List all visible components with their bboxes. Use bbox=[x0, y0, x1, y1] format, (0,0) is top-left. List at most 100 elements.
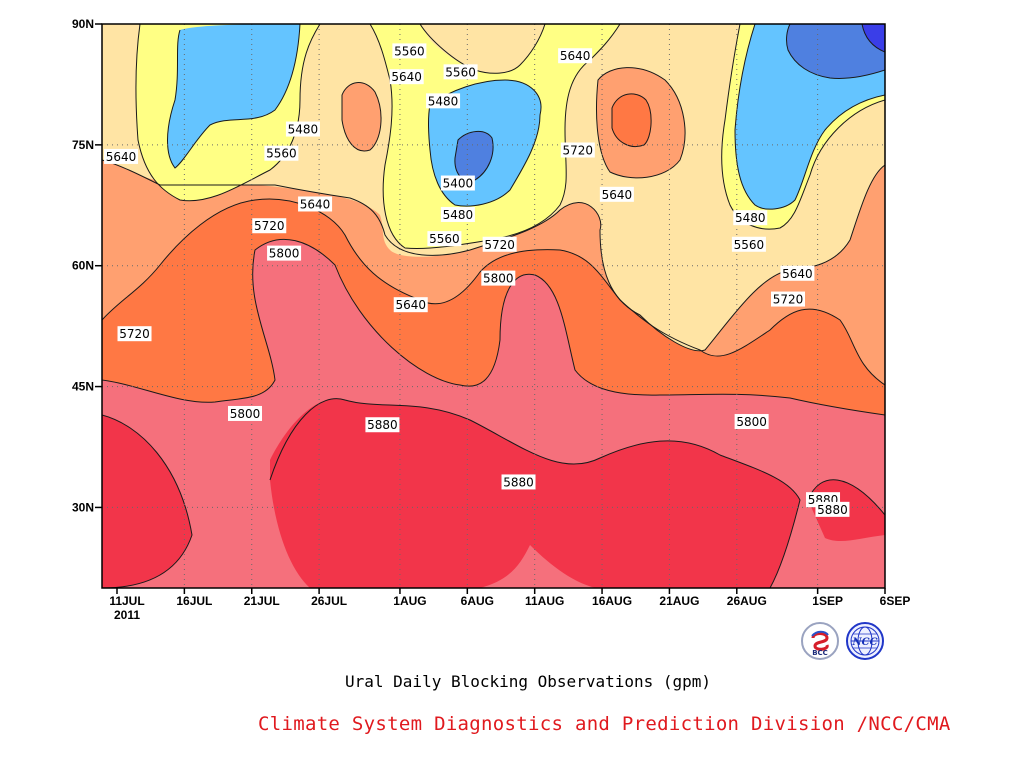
contour-label-text: 5640 bbox=[106, 150, 137, 164]
contour-label: 5640 bbox=[393, 297, 428, 313]
contour-label-text: 5800 bbox=[736, 415, 767, 429]
contour-label-bg bbox=[393, 297, 428, 313]
contour-label-bg bbox=[264, 145, 299, 161]
contour-label: 5480 bbox=[426, 93, 461, 109]
ncc-logo-text: NCC bbox=[851, 637, 877, 648]
contour-label-bg bbox=[440, 175, 475, 191]
contour-label-text: 5560 bbox=[394, 44, 425, 58]
x-tick-label: 21JUL bbox=[244, 594, 280, 608]
contour-label-text: 5560 bbox=[734, 238, 765, 252]
contour-label: 5720 bbox=[770, 291, 805, 307]
contour-label-text: 5640 bbox=[300, 197, 331, 211]
y-tick-label: 45N bbox=[72, 380, 94, 394]
contour-label-bg bbox=[426, 93, 461, 109]
bcc-logo: BCC bbox=[801, 622, 839, 660]
contour-label-text: 5720 bbox=[119, 327, 150, 341]
ncc-logo: NCC bbox=[846, 622, 884, 660]
contour-lines bbox=[102, 24, 885, 588]
x-tick-label: 6SEP bbox=[880, 594, 911, 608]
contour-label: 5560 bbox=[731, 236, 766, 252]
contour-label-text: 5480 bbox=[428, 94, 459, 108]
x-axis: 11JUL 16JUL 21JUL 26JUL 1AUG 6AUG 11AUG 16AUG 21… bbox=[109, 588, 910, 622]
contour-label: 5880 bbox=[501, 474, 536, 490]
contour-label-text: 5640 bbox=[602, 188, 633, 202]
contour-label-bg bbox=[482, 236, 517, 252]
x-tick-label: 16JUL bbox=[176, 594, 212, 608]
contour-label: 5800 bbox=[734, 414, 769, 430]
contour-label-bg bbox=[228, 405, 262, 421]
contour-label-bg bbox=[427, 231, 462, 247]
contour-label: 5640 bbox=[599, 186, 634, 202]
contour-label-bg bbox=[443, 64, 478, 80]
contour-label-text: 5720 bbox=[484, 238, 515, 252]
x-tick-label: 21AUG bbox=[659, 594, 699, 608]
y-axis: 90N 75N 60N 45N 30N bbox=[72, 17, 102, 514]
contour-label-text: 5800 bbox=[230, 407, 261, 421]
contour-label: 5480 bbox=[733, 210, 768, 226]
contour-label: 5480 bbox=[285, 121, 320, 137]
contour-labels: 5560 5640 5560 5480 5640 5480 5560 5640 5640 5720… bbox=[104, 43, 850, 517]
fill-5320-5400 bbox=[454, 24, 885, 182]
credit-line: Climate System Diagnostics and Predictio… bbox=[258, 713, 951, 735]
contour-label-bg bbox=[298, 196, 333, 212]
contour-label: 5480 bbox=[440, 206, 475, 222]
contour-label: 5720 bbox=[560, 142, 595, 158]
contour-label: 5560 bbox=[427, 231, 462, 247]
contour-label: 5640 bbox=[389, 69, 424, 85]
contour-label-text: 5560 bbox=[429, 232, 460, 246]
contour-label: 5720 bbox=[252, 218, 287, 234]
x-tick-label: 1SEP bbox=[812, 594, 843, 608]
contour-label: 5720 bbox=[117, 326, 152, 342]
contour-label-text: 5880 bbox=[367, 418, 398, 432]
y-tick-label: 30N bbox=[72, 500, 94, 514]
fill-5400-5480 bbox=[167, 24, 885, 210]
contour-label-bg bbox=[770, 291, 805, 307]
x-tick-label: 26JUL bbox=[311, 594, 347, 608]
contour-label: 5560 bbox=[443, 64, 478, 80]
contour-label-bg bbox=[481, 270, 516, 286]
contour-label-bg bbox=[104, 148, 139, 164]
contour-label-text: 5480 bbox=[443, 208, 474, 222]
fill-island-5640-5720 bbox=[342, 67, 685, 178]
contour-label: 5640 bbox=[298, 196, 333, 212]
grid bbox=[102, 24, 885, 588]
contour-label-bg bbox=[392, 43, 427, 59]
contour-label-text: 5400 bbox=[443, 177, 474, 191]
contour-label-text: 5480 bbox=[735, 211, 766, 225]
contour-label-text: 5640 bbox=[560, 49, 591, 63]
contour-label-text: 5560 bbox=[445, 65, 476, 79]
contour-label-text: 5640 bbox=[391, 70, 422, 84]
contour-label: 5560 bbox=[392, 43, 427, 59]
y-tick-label: 60N bbox=[72, 259, 94, 273]
contour-label-bg bbox=[389, 69, 424, 85]
contour-label-bg bbox=[117, 326, 152, 342]
x-tick-label: 26AUG bbox=[727, 594, 767, 608]
contour-label: 5720 bbox=[482, 236, 517, 252]
fill-below-5320 bbox=[862, 24, 885, 52]
chart-subtitle: Ural Daily Blocking Observations (gpm) bbox=[345, 672, 712, 691]
contour-label: 5560 bbox=[264, 145, 299, 161]
y-tick-label: 75N bbox=[72, 138, 94, 152]
contour-label: 5640 bbox=[104, 148, 139, 164]
contour-label-bg bbox=[731, 236, 766, 252]
contour-label-bg bbox=[440, 206, 475, 222]
contour-label-bg bbox=[815, 501, 850, 517]
contour-label: 5800 bbox=[267, 245, 302, 261]
fill-island-5560-5640 bbox=[420, 24, 545, 74]
contour-label-bg bbox=[365, 417, 400, 433]
contour-label-text: 5720 bbox=[254, 219, 285, 233]
contour-label-bg bbox=[252, 218, 287, 234]
x-tick-label: 1AUG bbox=[393, 594, 426, 608]
contour-label-bg bbox=[599, 186, 634, 202]
contour-label-bg bbox=[267, 245, 302, 261]
contour-label: 5640 bbox=[558, 48, 593, 64]
contour-label-bg bbox=[734, 414, 769, 430]
contour-label: 5800 bbox=[228, 405, 262, 421]
contour-label-text: 5720 bbox=[563, 143, 594, 157]
contour-label: 5880 bbox=[365, 417, 400, 433]
x-tick-label: 16AUG bbox=[592, 594, 632, 608]
contour-label: 5880 bbox=[815, 501, 850, 517]
contour-field bbox=[102, 24, 885, 588]
x-tick-label: 6AUG bbox=[461, 594, 494, 608]
y-tick-label: 90N bbox=[72, 17, 94, 31]
